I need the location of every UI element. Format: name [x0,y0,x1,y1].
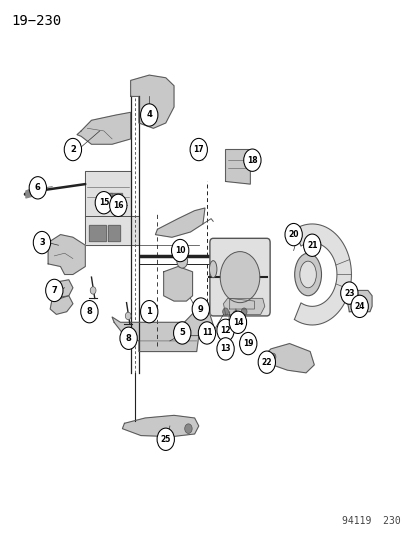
Circle shape [220,252,259,303]
Text: 14: 14 [232,318,242,327]
Polygon shape [85,216,139,245]
Polygon shape [48,235,85,274]
Text: 15: 15 [98,198,109,207]
Circle shape [33,231,50,254]
Circle shape [233,311,238,318]
Polygon shape [155,208,204,237]
Polygon shape [294,224,351,325]
Text: 22: 22 [261,358,271,367]
Text: 17: 17 [193,145,204,154]
Circle shape [157,428,174,450]
Text: 19−230: 19−230 [11,14,61,28]
Circle shape [81,301,98,323]
Text: 5: 5 [179,328,185,337]
Polygon shape [347,290,371,312]
Text: 11: 11 [201,328,212,337]
Text: 24: 24 [354,302,364,311]
Circle shape [176,254,187,268]
Circle shape [45,279,63,302]
Text: 7: 7 [51,286,57,295]
Ellipse shape [294,253,321,296]
FancyBboxPatch shape [209,238,269,316]
Text: 20: 20 [288,230,298,239]
Text: 12: 12 [220,326,230,335]
Text: 6: 6 [35,183,40,192]
Text: 9: 9 [197,304,203,313]
Ellipse shape [299,261,316,288]
Circle shape [258,351,275,373]
Text: 2: 2 [70,145,76,154]
Polygon shape [184,312,213,336]
Polygon shape [262,344,313,373]
Circle shape [227,261,252,293]
Text: 13: 13 [220,344,230,353]
Circle shape [171,239,188,262]
Circle shape [269,353,275,361]
Circle shape [232,268,247,287]
Polygon shape [112,317,198,352]
Circle shape [284,223,301,246]
Text: 23: 23 [343,288,354,297]
Polygon shape [110,193,122,204]
Circle shape [222,308,228,316]
Circle shape [340,282,357,304]
Circle shape [29,176,46,199]
Circle shape [216,319,234,342]
Circle shape [192,298,209,320]
Text: 8: 8 [126,334,131,343]
Text: 21: 21 [306,241,317,250]
Text: 16: 16 [113,201,123,210]
Polygon shape [344,288,355,304]
Ellipse shape [209,261,216,278]
Text: 3: 3 [39,238,45,247]
Polygon shape [50,296,73,314]
Polygon shape [223,298,264,314]
Ellipse shape [354,295,362,307]
Circle shape [198,322,215,344]
Polygon shape [89,225,106,241]
Polygon shape [229,298,254,309]
Polygon shape [54,280,73,298]
Polygon shape [225,150,250,184]
Circle shape [90,287,96,294]
Text: 94119  230: 94119 230 [342,516,400,526]
Polygon shape [108,225,120,241]
Circle shape [125,312,131,320]
Text: 8: 8 [86,307,92,316]
Circle shape [64,139,81,161]
Polygon shape [163,266,192,301]
Text: 18: 18 [247,156,257,165]
Text: 1: 1 [146,307,152,316]
Text: 19: 19 [242,339,253,348]
Circle shape [140,301,157,323]
Circle shape [184,424,192,433]
Polygon shape [131,75,173,128]
Circle shape [216,338,234,360]
Text: 4: 4 [146,110,152,119]
Text: 25: 25 [160,435,171,444]
Circle shape [109,194,127,216]
Circle shape [303,234,320,256]
Circle shape [120,327,137,350]
Circle shape [239,333,256,355]
Circle shape [173,322,190,344]
Polygon shape [100,193,112,204]
Polygon shape [85,171,131,216]
Circle shape [243,149,261,171]
Circle shape [241,308,247,316]
Text: 10: 10 [175,246,185,255]
Circle shape [350,295,368,318]
Circle shape [95,191,112,214]
Polygon shape [122,415,198,437]
Polygon shape [77,112,131,144]
Circle shape [190,139,207,161]
Circle shape [140,104,157,126]
Circle shape [229,311,246,334]
